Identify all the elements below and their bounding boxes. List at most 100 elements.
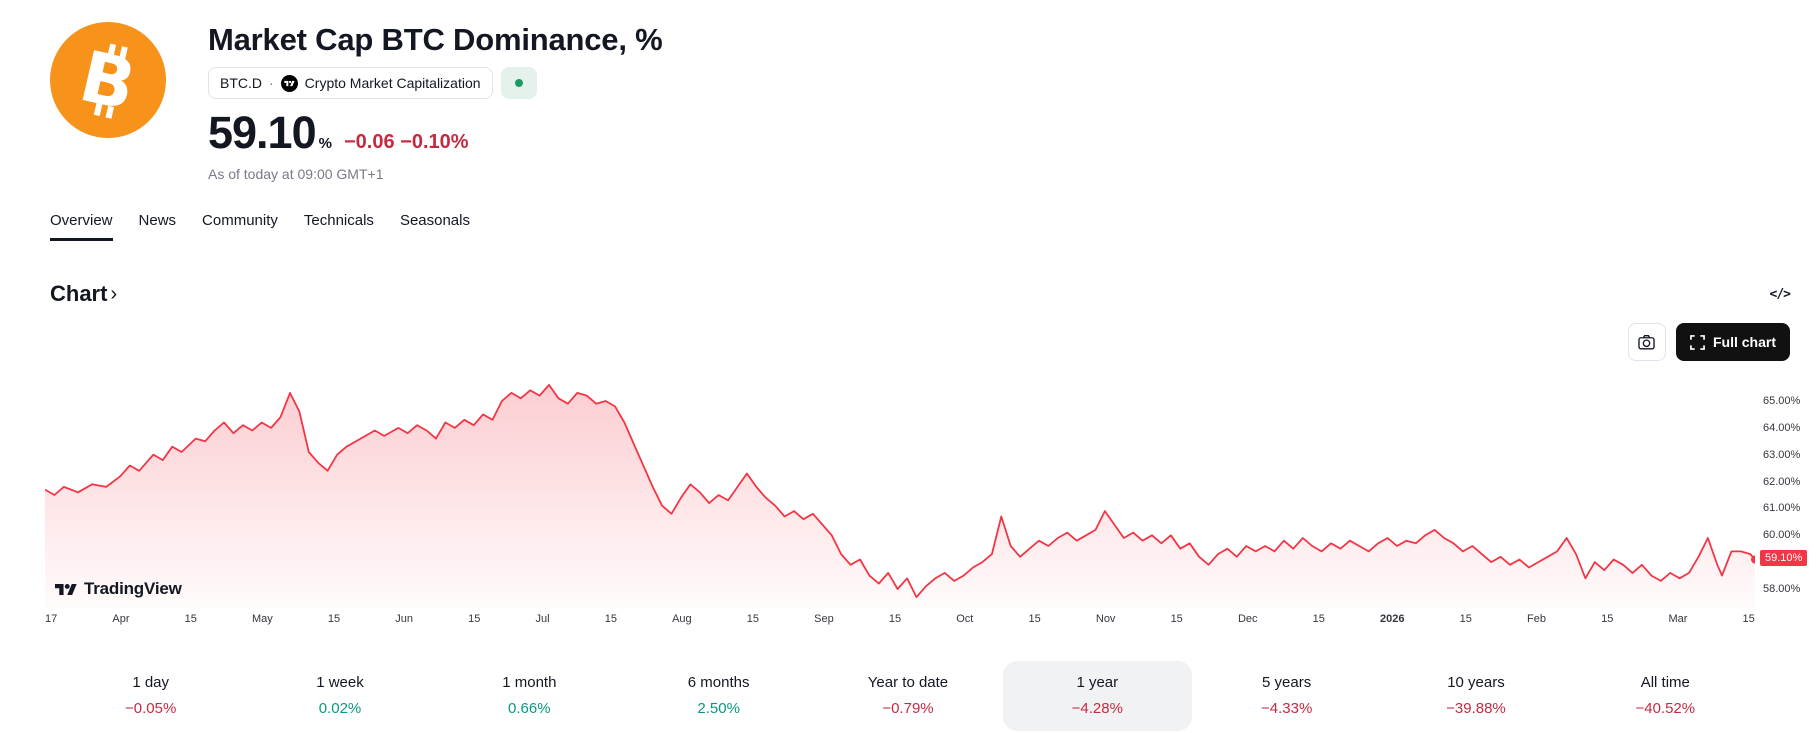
- period-1-month[interactable]: 1 month 0.66%: [435, 661, 624, 731]
- fullscreen-icon: [1690, 334, 1705, 350]
- period-label: 1 week: [316, 674, 364, 691]
- x-axis-tick: 15: [1601, 613, 1614, 625]
- tab-community[interactable]: Community: [202, 212, 278, 229]
- period-value: −0.05%: [125, 700, 177, 717]
- symbol-pill[interactable]: BTC.D · Crypto Market Capitalization: [208, 67, 493, 99]
- market-status-button[interactable]: [500, 67, 537, 99]
- chevron-right-icon: ›: [110, 282, 118, 305]
- period-label: 1 year: [1076, 674, 1119, 691]
- x-axis-tick: Feb: [1526, 613, 1546, 625]
- price-change: −0.06 −0.10%: [344, 131, 469, 154]
- tab-seasonals[interactable]: Seasonals: [399, 212, 470, 229]
- tab-news[interactable]: News: [138, 212, 177, 229]
- y-axis-tick: 61.00%: [1763, 502, 1801, 515]
- y-axis-tick: 64.00%: [1763, 421, 1801, 434]
- tab-overview[interactable]: Overview: [50, 212, 113, 241]
- period-10-years[interactable]: 10 years −39.88%: [1381, 661, 1570, 731]
- y-axis-tick: 60.00%: [1763, 529, 1801, 542]
- period-label: 1 day: [132, 674, 170, 691]
- period-6-months[interactable]: 6 months 2.50%: [624, 661, 813, 731]
- period-label: 6 months: [687, 674, 750, 691]
- price-change-abs: −0.06: [343, 131, 395, 153]
- period-label: 10 years: [1447, 674, 1505, 691]
- x-axis-tick: Dec: [1237, 613, 1258, 625]
- symbol-ticker: BTC.D: [220, 75, 262, 91]
- last-price: 59.10: [208, 107, 317, 158]
- x-axis-tick: May: [252, 613, 273, 625]
- x-axis-tick: 15: [1459, 613, 1472, 625]
- performance-period-row: 1 day −0.05% 1 week 0.02% 1 month 0.66% …: [56, 661, 1760, 731]
- camera-icon: [1638, 334, 1656, 350]
- full-chart-label: Full chart: [1712, 334, 1776, 350]
- full-chart-button[interactable]: Full chart: [1675, 323, 1790, 361]
- price-change-pct: −0.10%: [400, 131, 469, 153]
- price-chart: 65.00% 64.00% 63.00% 62.00% 61.00% 60.00% 58.0…: [0, 371, 1816, 631]
- tradingview-logo-icon: [280, 74, 298, 92]
- y-axis-tick: 58.00%: [1763, 583, 1801, 595]
- x-axis-tick: 15: [468, 613, 481, 625]
- period-1-week[interactable]: 1 week 0.02%: [245, 661, 434, 731]
- x-axis-tick: Nov: [1095, 613, 1116, 625]
- x-axis-tick: 15: [1028, 613, 1041, 625]
- period-5-years[interactable]: 5 years −4.33%: [1192, 661, 1381, 731]
- tradingview-attribution[interactable]: TradingView: [55, 579, 182, 599]
- y-axis-tick: 65.00%: [1763, 395, 1801, 407]
- x-axis-tick: 2026: [1380, 613, 1405, 625]
- tradingview-brand-text: TradingView: [84, 579, 182, 598]
- x-axis-tick: 15: [327, 613, 341, 625]
- last-price-badge: 59.10%: [1760, 550, 1808, 567]
- period-all-time[interactable]: All time −40.52%: [1571, 661, 1760, 731]
- page-tabs: Overview News Community Technicals Seaso…: [50, 212, 1816, 241]
- page-title: Market Cap BTC Dominance, %: [208, 22, 663, 57]
- symbol-header: B Market Cap BTC Dominance, % BTC.D ·: [0, 0, 1816, 182]
- period-label: 1 month: [502, 674, 557, 691]
- x-axis-tick: Mar: [1668, 613, 1688, 625]
- tab-technicals[interactable]: Technicals: [303, 212, 374, 229]
- x-axis-tick: 15: [1170, 613, 1183, 625]
- x-axis-tick: Jul: [535, 613, 550, 625]
- period-value: −4.28%: [1071, 700, 1123, 717]
- x-axis-tick: Oct: [956, 613, 974, 625]
- chart-plot-area[interactable]: [45, 371, 1755, 608]
- symbol-description: Crypto Market Capitalization: [304, 75, 481, 91]
- chart-section-title: Chart: [50, 281, 108, 306]
- period-value: −4.33%: [1260, 700, 1313, 717]
- period-value: −39.88%: [1446, 700, 1506, 717]
- x-axis-tick: Aug: [672, 613, 692, 625]
- x-axis[interactable]: 17 Apr 15 May 15 Jun 15 Jul 15 Aug 15 Sep 15 Oct 15 Nov…: [45, 613, 1755, 625]
- period-label: All time: [1640, 674, 1690, 691]
- period-label: 5 years: [1262, 674, 1312, 691]
- chart-line: [45, 384, 1755, 598]
- period-value: 0.66%: [508, 700, 551, 717]
- embed-code-icon[interactable]: </>: [1769, 286, 1792, 302]
- bitcoin-logo: B: [50, 22, 166, 138]
- period-1-year[interactable]: 1 year −4.28%: [1002, 661, 1192, 731]
- last-price-dot: [1751, 555, 1755, 564]
- y-axis[interactable]: 65.00% 64.00% 63.00% 62.00% 61.00% 60.00% 58.0…: [1763, 371, 1815, 608]
- separator-dot: ·: [269, 75, 274, 91]
- x-axis-tick: 15: [888, 613, 902, 625]
- y-axis-tick: 62.00%: [1763, 475, 1801, 488]
- x-axis-tick: 15: [1312, 613, 1325, 625]
- period-value: 0.02%: [318, 700, 362, 717]
- chart-section-link[interactable]: Chart ›: [50, 281, 117, 307]
- tradingview-wordmark-icon: [55, 583, 77, 595]
- period-year-to-date[interactable]: Year to date −0.79%: [813, 661, 1002, 731]
- x-axis-tick: 17: [45, 613, 58, 625]
- x-axis-tick: Sep: [814, 613, 834, 625]
- period-value: −0.79%: [882, 700, 934, 717]
- snapshot-camera-button[interactable]: [1627, 323, 1666, 361]
- x-axis-tick: 15: [184, 613, 197, 625]
- x-axis-tick: 15: [604, 613, 617, 625]
- period-label: Year to date: [867, 674, 949, 691]
- y-axis-tick: 63.00%: [1763, 448, 1801, 461]
- x-axis-tick: 15: [1742, 613, 1755, 625]
- chart-area-fill: [45, 384, 1755, 608]
- x-axis-tick: Apr: [112, 613, 130, 625]
- period-value: −40.52%: [1635, 700, 1696, 717]
- x-axis-tick: 15: [746, 613, 760, 625]
- x-axis-tick: Jun: [395, 613, 414, 625]
- price-unit: %: [318, 135, 332, 152]
- market-open-dot-icon: [514, 79, 523, 87]
- period-1-day[interactable]: 1 day −0.05%: [56, 661, 245, 731]
